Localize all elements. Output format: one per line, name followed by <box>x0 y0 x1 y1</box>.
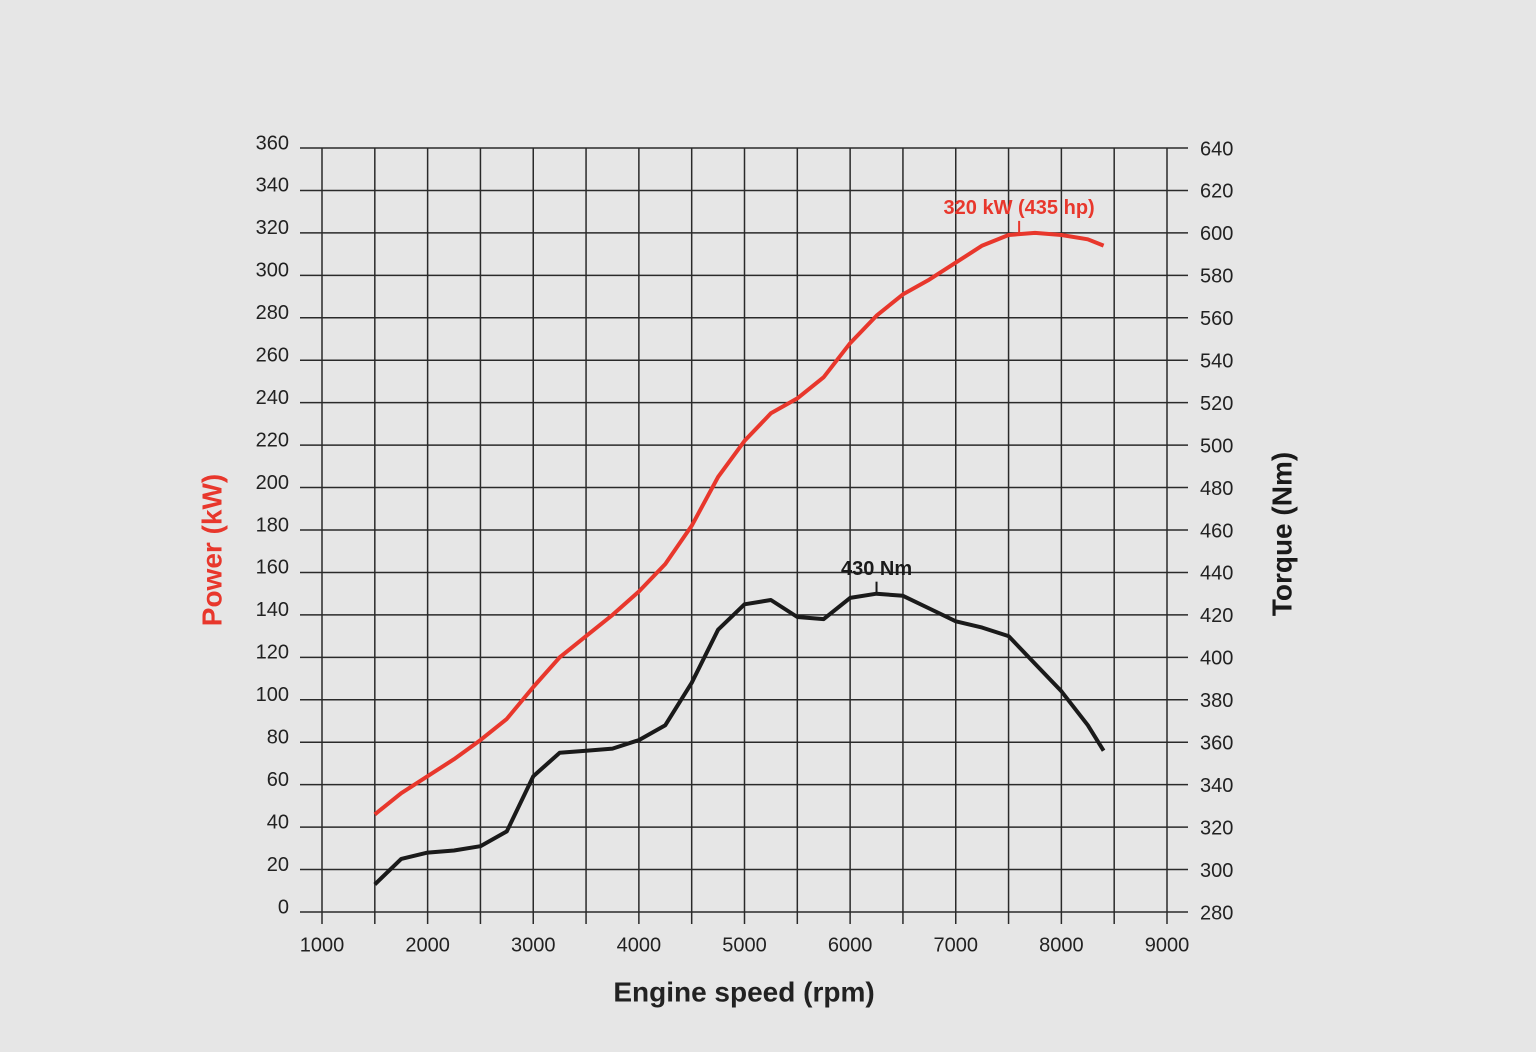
y-tick-label: 80 <box>267 727 289 749</box>
x-tick-label: 9000 <box>1145 934 1190 956</box>
y2-axis-title: Torque (Nm) <box>1266 452 1297 616</box>
y-tick-label: 40 <box>267 811 289 833</box>
x-tick-label: 5000 <box>722 934 767 956</box>
y-tick-label: 180 <box>256 514 289 536</box>
x-tick-label: 3000 <box>511 934 556 956</box>
y-tick-label: 160 <box>256 557 289 579</box>
y2-tick-label: 300 <box>1200 860 1233 882</box>
y2-tick-label: 460 <box>1200 520 1233 542</box>
x-tick-label: 8000 <box>1039 934 1084 956</box>
y-tick-label: 120 <box>256 642 289 664</box>
x-tick-label: 2000 <box>405 934 450 956</box>
y2-tick-label: 340 <box>1200 775 1233 797</box>
annotation: 320 kW (435 hp) <box>944 197 1095 219</box>
y-tick-label: 280 <box>256 302 289 324</box>
y-tick-label: 0 <box>278 896 289 918</box>
y2-tick-label: 480 <box>1200 478 1233 500</box>
y2-tick-label: 320 <box>1200 817 1233 839</box>
y2-tick-label: 620 <box>1200 181 1233 203</box>
y-tick-label: 300 <box>256 260 289 282</box>
y2-tick-label: 540 <box>1200 351 1233 373</box>
y-tick-label: 200 <box>256 472 289 494</box>
y2-tick-label: 420 <box>1200 605 1233 627</box>
y2-tick-label: 280 <box>1200 902 1233 924</box>
y-axis-title: Power (kW) <box>196 474 227 626</box>
y-tick-label: 260 <box>256 345 289 367</box>
x-tick-label: 4000 <box>617 934 662 956</box>
y2-tick-label: 580 <box>1200 266 1233 288</box>
y-tick-label: 320 <box>256 217 289 239</box>
y2-tick-label: 360 <box>1200 733 1233 755</box>
y-tick-label: 100 <box>256 684 289 706</box>
y-tick-label: 20 <box>267 854 289 876</box>
y2-tick-label: 600 <box>1200 223 1233 245</box>
series-line <box>373 591 1106 886</box>
y-tick-label: 340 <box>256 175 289 197</box>
series-line <box>373 230 1105 816</box>
y-tick-label: 220 <box>256 429 289 451</box>
y-tick-label: 140 <box>256 599 289 621</box>
y2-tick-label: 400 <box>1200 648 1233 670</box>
x-tick-label: 1000 <box>300 934 345 956</box>
y2-tick-label: 520 <box>1200 393 1233 415</box>
y2-tick-label: 440 <box>1200 563 1233 585</box>
y-tick-label: 360 <box>256 132 289 154</box>
annotation: 430 Nm <box>841 558 912 580</box>
x-tick-label: 6000 <box>828 934 873 956</box>
y-tick-label: 60 <box>267 769 289 791</box>
y-tick-label: 240 <box>256 387 289 409</box>
y2-tick-label: 380 <box>1200 690 1233 712</box>
y2-tick-label: 500 <box>1200 435 1233 457</box>
y2-tick-label: 560 <box>1200 308 1233 330</box>
x-axis-title: Engine speed (rpm) <box>613 976 874 1007</box>
y2-tick-label: 640 <box>1200 138 1233 160</box>
x-tick-label: 7000 <box>934 934 979 956</box>
